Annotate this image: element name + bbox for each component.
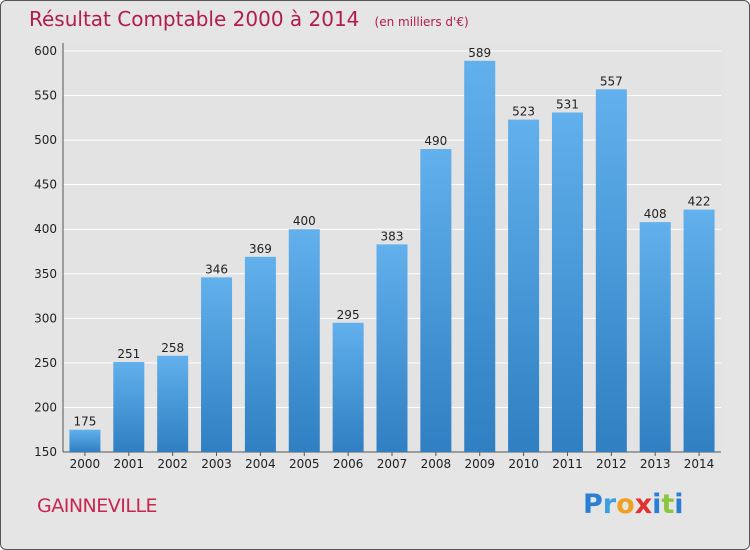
- data-label: 258: [161, 341, 184, 355]
- chart-title: Résultat Comptable 2000 à 2014: [29, 7, 360, 31]
- proxiti-logo[interactable]: Proxiti: [583, 489, 684, 520]
- logo-letter: t: [661, 489, 675, 520]
- bar: [464, 60, 496, 453]
- x-tick-label: 2007: [377, 457, 408, 471]
- chart-subtitle: (en milliers d'€): [374, 15, 469, 29]
- x-tick-label: 2003: [201, 457, 232, 471]
- bar: [551, 112, 583, 452]
- bar: [508, 119, 540, 453]
- bar: [201, 277, 233, 452]
- x-tick-label: 2011: [552, 457, 583, 471]
- data-label: 295: [337, 308, 360, 322]
- data-label: 383: [381, 229, 404, 243]
- x-tick-label: 2006: [333, 457, 364, 471]
- x-tick-label: 2001: [114, 457, 145, 471]
- y-tick-label: 400: [34, 222, 57, 236]
- y-tick-label: 450: [34, 178, 57, 192]
- x-tick-label: 2002: [157, 457, 188, 471]
- data-label: 400: [293, 214, 316, 228]
- data-label: 557: [600, 74, 623, 88]
- title-row: Résultat Comptable 2000 à 2014 (en milli…: [29, 7, 469, 31]
- bar: [595, 89, 627, 452]
- x-tick-label: 2012: [596, 457, 627, 471]
- data-label: 369: [249, 242, 272, 256]
- data-label: 346: [205, 262, 228, 276]
- data-label: 531: [556, 97, 579, 111]
- y-tick-label: 300: [34, 311, 57, 325]
- x-tick-label: 2000: [70, 457, 101, 471]
- x-tick-label: 2004: [245, 457, 276, 471]
- bar: [420, 149, 452, 452]
- x-tick-label: 2005: [289, 457, 320, 471]
- bar: [157, 355, 189, 452]
- logo-letter: P: [583, 489, 603, 520]
- bar: [332, 322, 364, 452]
- bar: [376, 244, 408, 452]
- data-label: 251: [117, 347, 140, 361]
- y-tick-label: 250: [34, 356, 57, 370]
- data-label: 523: [512, 105, 535, 119]
- bar: [244, 256, 276, 452]
- bar: [113, 361, 145, 452]
- x-tick-label: 2013: [640, 457, 671, 471]
- y-tick-label: 350: [34, 267, 57, 281]
- x-tick-label: 2010: [508, 457, 539, 471]
- y-tick-label: 550: [34, 89, 57, 103]
- bar: [69, 429, 101, 452]
- x-tick-label: 2008: [421, 457, 452, 471]
- logo-letter: r: [602, 489, 617, 520]
- data-label: 422: [688, 195, 711, 209]
- bar: [288, 229, 320, 452]
- data-label: 490: [424, 134, 447, 148]
- y-tick-label: 200: [34, 400, 57, 414]
- logo-letter: i: [674, 489, 684, 520]
- x-tick-label: 2014: [684, 457, 715, 471]
- bar: [683, 209, 715, 452]
- data-label: 408: [644, 207, 667, 221]
- data-label: 175: [73, 415, 96, 429]
- logo-letter: o: [616, 489, 635, 520]
- logo-letter: x: [634, 489, 653, 520]
- y-tick-label: 500: [34, 133, 57, 147]
- x-tick-label: 2009: [464, 457, 495, 471]
- y-tick-label: 600: [34, 44, 57, 58]
- city-name: GAINNEVILLE: [37, 495, 158, 517]
- bar: [639, 222, 671, 452]
- y-tick-label: 150: [34, 445, 57, 459]
- logo-letter: i: [652, 489, 662, 520]
- data-label: 589: [468, 46, 491, 60]
